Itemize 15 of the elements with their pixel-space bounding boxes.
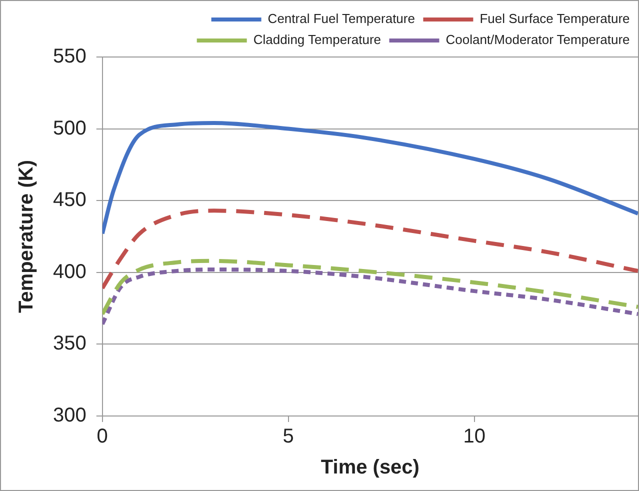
legend-label: Fuel Surface Temperature [480, 11, 630, 26]
y-tick-label: 350 [52, 332, 86, 355]
legend-label: Cladding Temperature [253, 32, 382, 48]
y-axis-title: Temperature (K) [16, 160, 38, 313]
x-tick-label: 0 [96, 426, 108, 448]
y-tick-label: 400 [52, 260, 86, 283]
y-tick-label: 550 [52, 46, 86, 68]
x-tick-label: 10 [463, 426, 486, 448]
y-tick-label: 450 [52, 189, 86, 212]
x-tick-label: 5 [282, 426, 294, 448]
x-axis-title: Time (sec) [320, 456, 420, 479]
y-tick-label: 300 [52, 404, 86, 427]
legend-label: Central Fuel Temperature [268, 11, 415, 26]
y-tick-label: 500 [52, 117, 86, 140]
legend-label: Coolant/Moderator Temperature [446, 32, 630, 48]
